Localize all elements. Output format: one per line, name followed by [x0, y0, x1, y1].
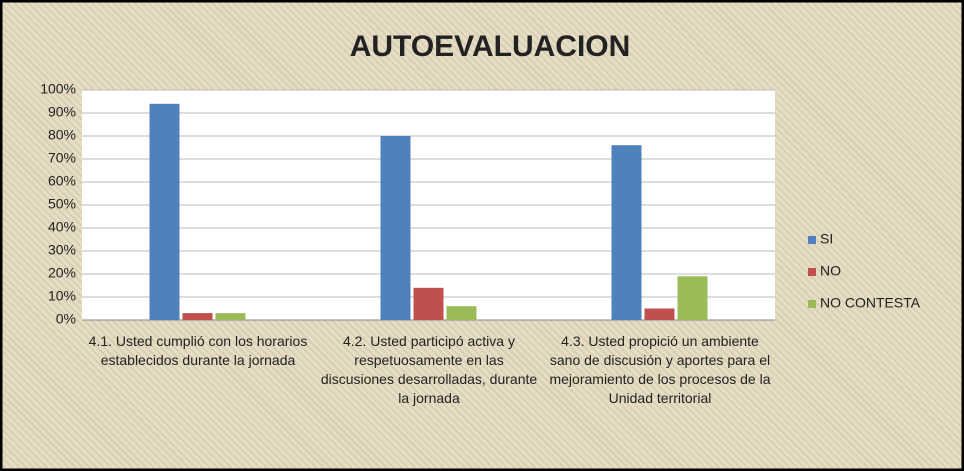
x-tick-label: 4.2. Usted participó activa y respetuosa…	[320, 333, 538, 406]
y-tick-label: 60%	[48, 173, 76, 189]
legend-label: NO CONTESTA	[820, 295, 921, 311]
legend-swatch	[808, 236, 816, 244]
y-tick-label: 90%	[48, 104, 76, 120]
y-tick-label: 10%	[48, 288, 76, 304]
y-tick-label: 0%	[56, 311, 76, 327]
y-tick-label: 20%	[48, 265, 76, 281]
bar	[611, 145, 642, 320]
legend-label: SI	[820, 231, 833, 247]
legend-label: NO	[820, 263, 841, 279]
x-tick-label: 4.3. Usted propició un ambiente sano de …	[549, 333, 771, 406]
y-tick-label: 100%	[40, 81, 76, 97]
y-tick-label: 70%	[48, 150, 76, 166]
y-tick-label: 50%	[48, 196, 76, 212]
bar	[644, 308, 675, 320]
bar	[215, 313, 246, 320]
bar	[413, 287, 444, 320]
bar	[149, 103, 180, 320]
bar	[182, 313, 213, 320]
legend-swatch	[808, 268, 816, 276]
bar	[380, 136, 411, 320]
bar	[446, 306, 477, 320]
y-tick-label: 40%	[48, 219, 76, 235]
chart-title: AUTOEVALUACION	[350, 30, 631, 63]
y-tick-label: 30%	[48, 242, 76, 258]
x-tick-label: 4.1. Usted cumplió con los horarios esta…	[88, 333, 308, 368]
y-tick-label: 80%	[48, 127, 76, 143]
bar	[677, 276, 708, 320]
legend-swatch	[808, 300, 816, 308]
